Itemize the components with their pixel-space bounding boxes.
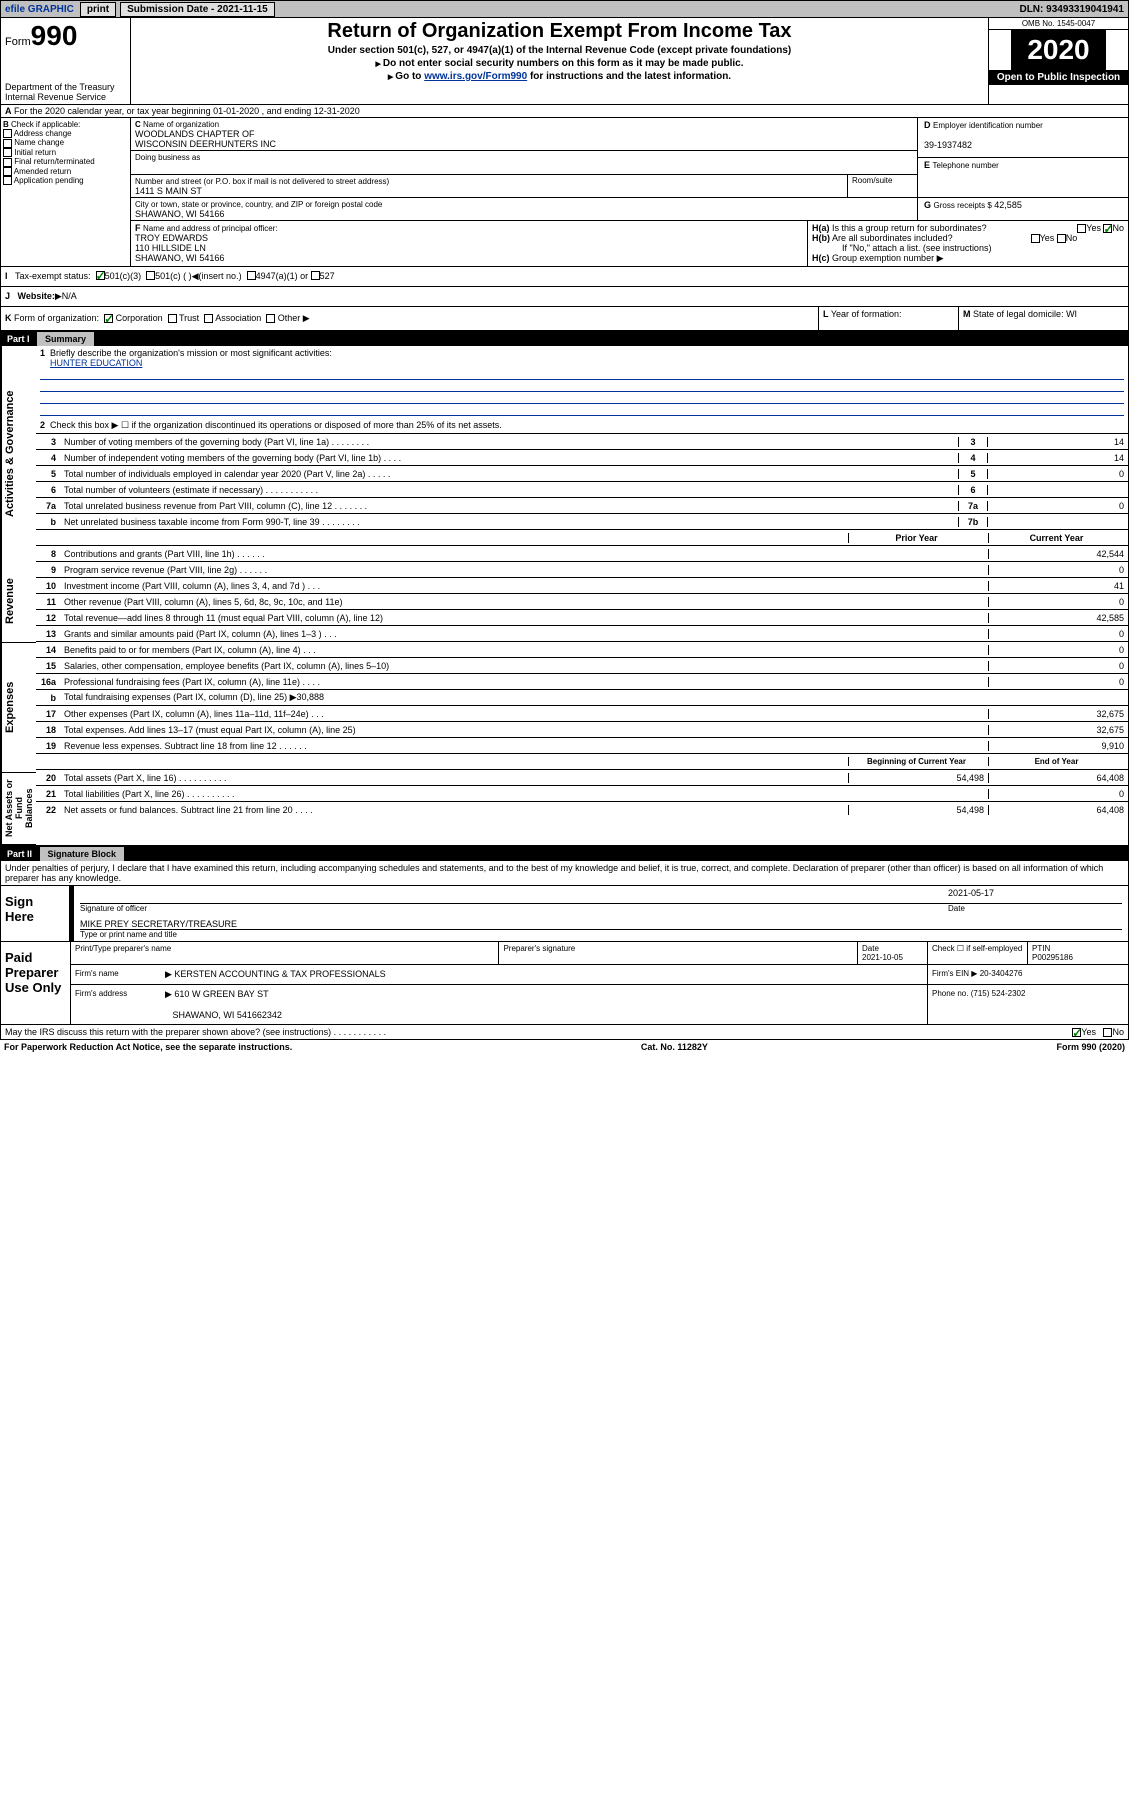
form-title: Return of Organization Exempt From Incom…: [133, 20, 986, 43]
org-name-2: WISCONSIN DEERHUNTERS INC: [135, 139, 276, 149]
irs-label: Internal Revenue Service: [5, 92, 126, 102]
firm-ein: 20-3404276: [980, 969, 1023, 978]
line-i: I Tax-exempt status: 501(c)(3) 501(c) ( …: [0, 267, 1129, 287]
form-number: Form990: [5, 20, 126, 52]
chk-name[interactable]: [3, 139, 12, 148]
dln: DLN: 93493319041941: [1019, 4, 1128, 15]
city: SHAWANO, WI 54166: [135, 209, 224, 219]
vlabel-gov: Activities & Governance: [1, 346, 36, 561]
chk-pending[interactable]: [3, 176, 12, 185]
firm-name: KERSTEN ACCOUNTING & TAX PROFESSIONALS: [174, 969, 385, 979]
irs-link[interactable]: www.irs.gov/Form990: [424, 71, 527, 82]
dept-label: Department of the Treasury: [5, 82, 126, 92]
chk-corp[interactable]: [104, 314, 113, 323]
vlabel-rev: Revenue: [1, 561, 36, 643]
hb-yes[interactable]: [1031, 234, 1040, 243]
vlabel-net: Net Assets or Fund Balances: [1, 773, 36, 845]
chk-final[interactable]: [3, 158, 12, 167]
org-name-1: WOODLANDS CHAPTER OF: [135, 129, 255, 139]
chk-address[interactable]: [3, 129, 12, 138]
declaration: Under penalties of perjury, I declare th…: [1, 861, 1128, 885]
subtitle-3: Go to www.irs.gov/Form990 for instructio…: [133, 71, 986, 82]
ha-yes[interactable]: [1077, 224, 1086, 233]
omb-number: OMB No. 1545-0047: [989, 18, 1128, 30]
tax-year: 2020: [1011, 30, 1105, 70]
ha-no[interactable]: [1103, 224, 1112, 233]
street: 1411 S MAIN ST: [135, 186, 202, 196]
officer-name: TROY EDWARDS: [135, 233, 208, 243]
form-header: Form990 Department of the Treasury Inter…: [0, 18, 1129, 105]
line-j: J Website: ▶ N/A: [0, 287, 1129, 307]
chk-amended[interactable]: [3, 167, 12, 176]
section-b-to-m: B Check if applicable: Address change Na…: [0, 118, 1129, 267]
firm-phone: (715) 524-2302: [971, 989, 1026, 998]
line-a: A For the 2020 calendar year, or tax yea…: [0, 105, 1129, 118]
mission: HUNTER EDUCATION: [50, 358, 142, 368]
gross-receipts: 42,585: [994, 200, 1022, 210]
discuss-no[interactable]: [1103, 1028, 1112, 1037]
hb-no[interactable]: [1057, 234, 1066, 243]
chk-501c3[interactable]: [96, 271, 105, 280]
line-k-l-m: K Form of organization: Corporation Trus…: [0, 307, 1129, 331]
discuss-yes[interactable]: [1072, 1028, 1081, 1037]
chk-initial[interactable]: [3, 148, 12, 157]
print-button[interactable]: print: [80, 2, 116, 17]
submission-date: Submission Date - 2021-11-15: [120, 2, 275, 17]
open-inspection: Open to Public Inspection: [989, 70, 1128, 85]
ptin: P00295186: [1032, 953, 1073, 962]
efile-link[interactable]: efile GRAPHIC: [1, 4, 78, 15]
b-label: Check if applicable:: [11, 120, 80, 129]
vlabel-exp: Expenses: [1, 643, 36, 773]
officer-typed: MIKE PREY SECRETARY/TREASURE: [80, 919, 1122, 930]
top-bar: efile GRAPHIC print Submission Date - 20…: [0, 0, 1129, 18]
part-2: Part II Signature Block Under penalties …: [0, 846, 1129, 1040]
sign-here-label: Sign Here: [1, 886, 71, 941]
subtitle-2: Do not enter social security numbers on …: [133, 58, 986, 69]
subtitle-1: Under section 501(c), 527, or 4947(a)(1)…: [133, 45, 986, 56]
footer: For Paperwork Reduction Act Notice, see …: [0, 1040, 1129, 1054]
ein: 39-1937482: [924, 140, 972, 150]
part-1: Part I Summary Activities & Governance R…: [0, 331, 1129, 846]
paid-preparer-label: Paid Preparer Use Only: [1, 942, 71, 1024]
